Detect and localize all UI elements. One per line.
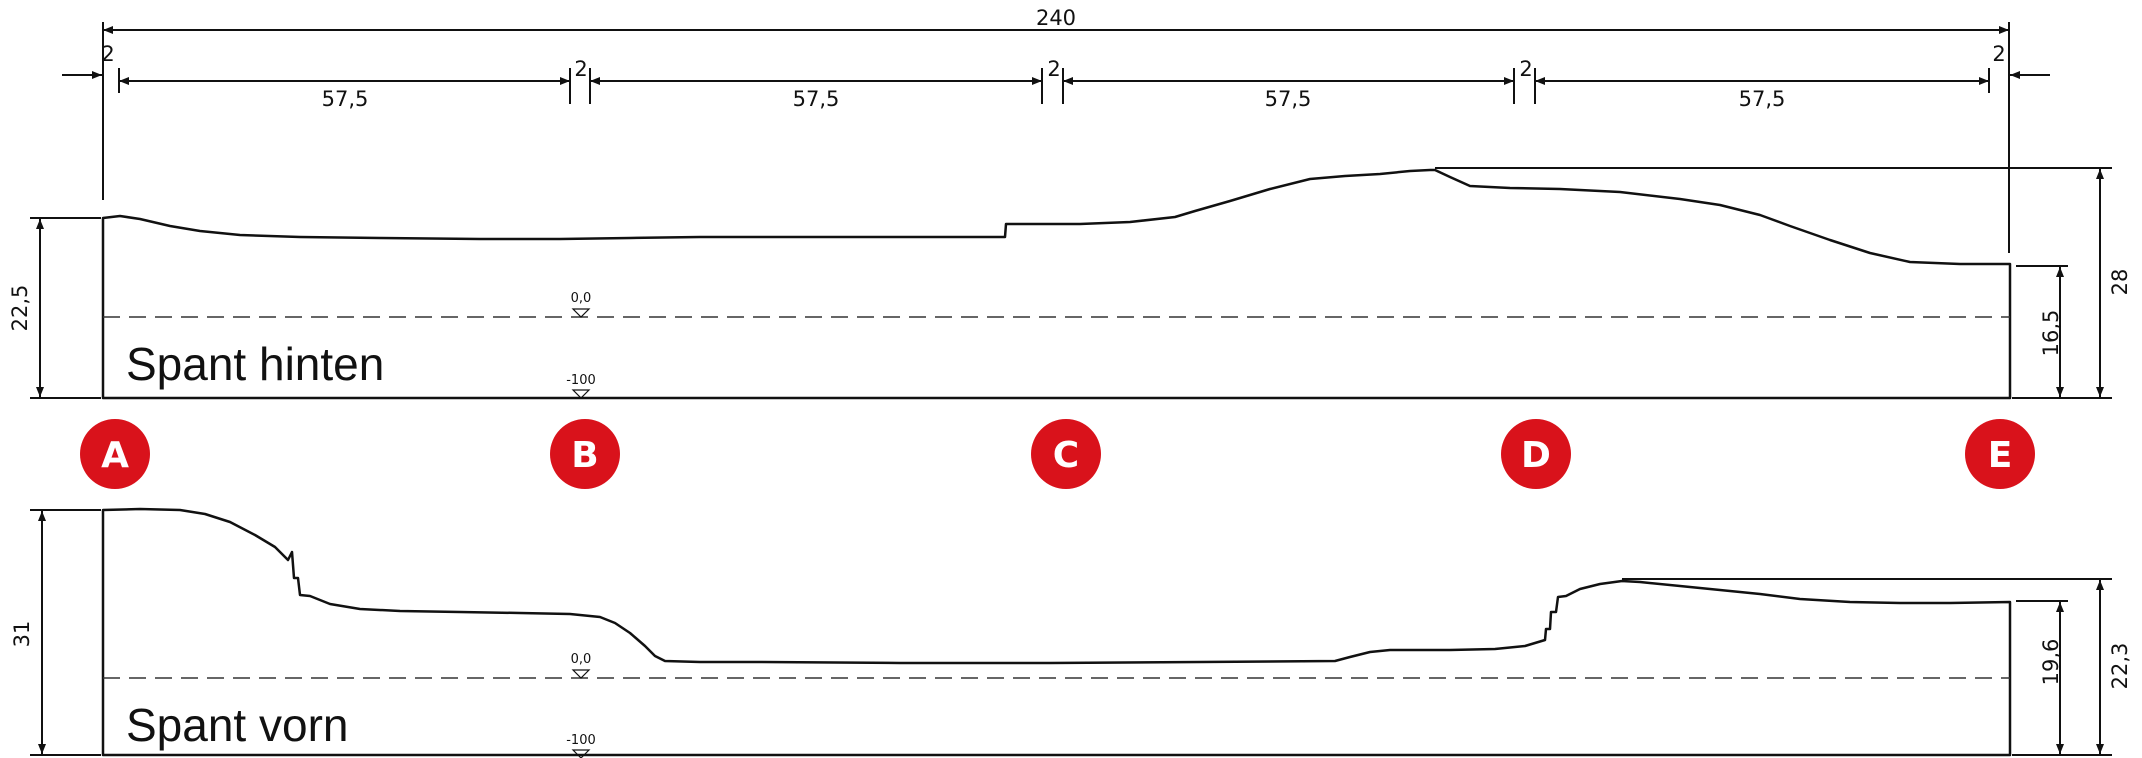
station-marker-c: C xyxy=(1031,419,1101,489)
station-marker-c-label: C xyxy=(1053,435,1079,476)
segment-dimensions xyxy=(62,68,2050,104)
lower-panel-title: Spant vorn xyxy=(126,699,348,751)
station-marker-b: B xyxy=(550,419,620,489)
lower-height-dimensions xyxy=(30,509,2112,756)
segment-label-de: 57,5 xyxy=(1739,87,1786,111)
lower-profile xyxy=(101,507,2012,757)
lower-level-zero: 0,0 xyxy=(571,652,592,667)
overall-dimension xyxy=(102,22,2010,253)
lower-level-bottom: -100 xyxy=(566,733,596,748)
segment-label-cd: 57,5 xyxy=(1265,87,1312,111)
overall-dimension-label: 240 xyxy=(1036,6,1076,30)
upper-level-zero-marker xyxy=(571,308,591,318)
upper-level-bottom-marker xyxy=(571,389,591,399)
gap-label-d: 2 xyxy=(1519,57,1532,81)
station-marker-e-label: E xyxy=(1988,435,2013,476)
lower-right-height: 19,6 xyxy=(2039,639,2063,686)
station-marker-a-label: A xyxy=(101,435,129,476)
lower-level-bottom-marker xyxy=(571,749,591,758)
station-marker-a: A xyxy=(80,419,150,489)
station-marker-d: D xyxy=(1501,419,1571,489)
upper-level-zero: 0,0 xyxy=(571,291,592,306)
upper-profile xyxy=(101,168,2012,400)
gap-label-a: 2 xyxy=(101,42,114,66)
station-marker-e: E xyxy=(1965,419,2035,489)
upper-right-height: 16,5 xyxy=(2039,310,2063,357)
upper-left-height: 22,5 xyxy=(8,285,32,332)
upper-level-bottom: -100 xyxy=(566,373,596,388)
gap-label-e: 2 xyxy=(1992,42,2005,66)
lower-level-zero-marker xyxy=(571,669,591,679)
lower-left-height: 31 xyxy=(10,621,34,648)
station-marker-b-label: B xyxy=(571,435,598,476)
station-marker-d-label: D xyxy=(1521,435,1551,476)
segment-label-bc: 57,5 xyxy=(793,87,840,111)
upper-height-dimensions xyxy=(30,167,2112,399)
gap-label-b: 2 xyxy=(574,57,587,81)
segment-label-ab: 57,5 xyxy=(322,87,369,111)
upper-panel-title: Spant hinten xyxy=(126,338,384,390)
lower-peak-height: 22,3 xyxy=(2108,643,2132,690)
gap-label-c: 2 xyxy=(1047,57,1060,81)
upper-peak-height: 28 xyxy=(2108,269,2132,296)
